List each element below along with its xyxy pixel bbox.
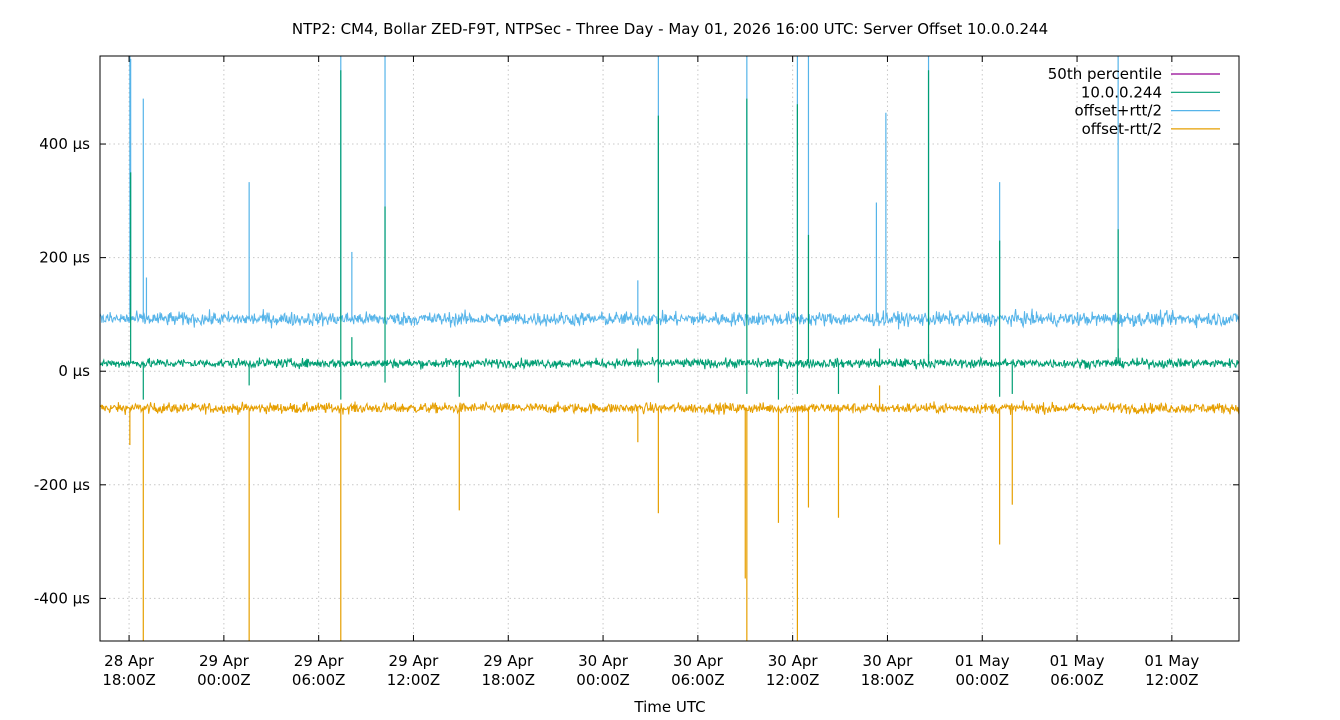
x-tick-label: 29 Apr: [294, 652, 345, 670]
series-2: [99, 56, 1240, 330]
y-tick-label: 200 µs: [39, 249, 90, 267]
x-tick-label: 18:00Z: [482, 671, 536, 689]
x-tick-label: 29 Apr: [389, 652, 440, 670]
x-tick-label: 30 Apr: [863, 652, 914, 670]
x-tick-label: 18:00Z: [861, 671, 915, 689]
x-tick-label: 30 Apr: [578, 652, 629, 670]
x-tick-label: 30 Apr: [673, 652, 724, 670]
x-tick-label: 01 May: [1144, 652, 1199, 670]
x-tick-label: 12:00Z: [766, 671, 820, 689]
grid-lines: [100, 56, 1239, 641]
x-tick-label: 00:00Z: [955, 671, 1009, 689]
x-tick-label: 06:00Z: [1050, 671, 1104, 689]
legend: 50th percentile10.0.0.244offset+rtt/2off…: [1048, 65, 1220, 138]
x-tick-label: 01 May: [955, 652, 1010, 670]
x-tick-label: 29 Apr: [199, 652, 250, 670]
y-tick-label: 400 µs: [39, 135, 90, 153]
x-tick-label: 28 Apr: [104, 652, 155, 670]
series-line: [99, 400, 1240, 416]
x-tick-label: 06:00Z: [292, 671, 346, 689]
series-line: [99, 308, 1240, 330]
legend-label: offset-rtt/2: [1082, 120, 1162, 138]
y-tick-label: 0 µs: [58, 362, 90, 380]
x-tick-label: 18:00Z: [102, 671, 156, 689]
series-1: [99, 70, 1240, 400]
x-tick-label: 06:00Z: [671, 671, 725, 689]
series-layer: [99, 56, 1240, 641]
x-tick-label: 12:00Z: [387, 671, 441, 689]
series-line: [99, 356, 1240, 371]
x-tick-label: 30 Apr: [768, 652, 819, 670]
plot-frame: [99, 55, 1240, 642]
x-tick-label: 12:00Z: [1145, 671, 1199, 689]
x-tick-label: 01 May: [1050, 652, 1105, 670]
x-tick-label: 29 Apr: [483, 652, 534, 670]
chart-title: NTP2: CM4, Bollar ZED-F9T, NTPSec - Thre…: [292, 20, 1048, 38]
y-tick-label: -400 µs: [34, 589, 90, 607]
legend-label: 50th percentile: [1048, 65, 1162, 83]
series-3: [99, 385, 1240, 641]
legend-label: offset+rtt/2: [1074, 102, 1162, 120]
y-tick-label: -200 µs: [34, 476, 90, 494]
legend-label: 10.0.0.244: [1081, 83, 1162, 101]
x-tick-label: 00:00Z: [197, 671, 251, 689]
x-axis-label: Time UTC: [633, 698, 705, 716]
x-tick-label: 00:00Z: [576, 671, 630, 689]
